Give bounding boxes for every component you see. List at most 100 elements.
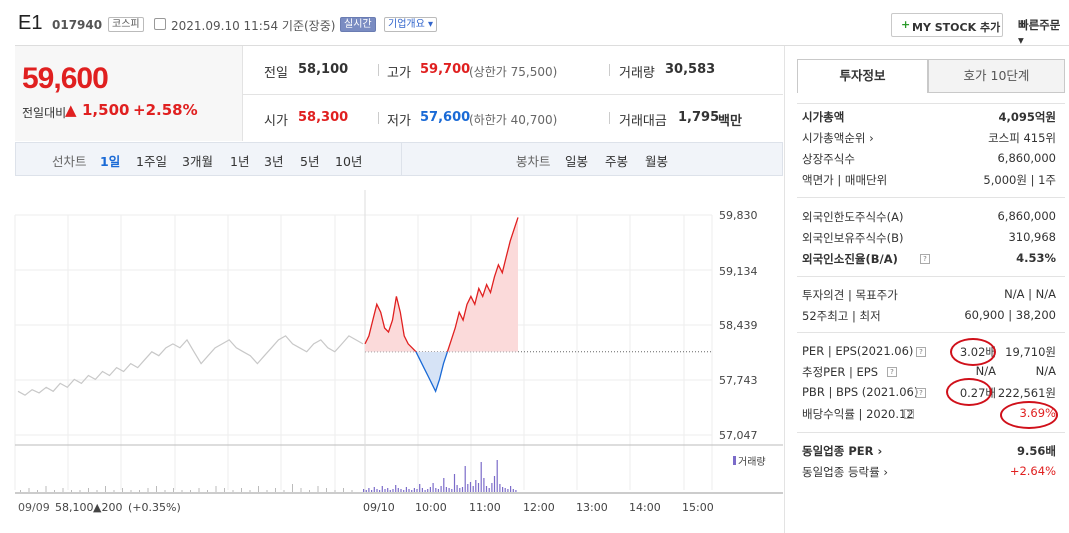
volume-bar: [416, 489, 418, 492]
volume-bar: [28, 488, 30, 492]
info-label: 시가총액: [802, 110, 845, 124]
volume-bar: [443, 478, 445, 492]
low-label: 저가: [387, 114, 411, 129]
quote-divider: [243, 94, 783, 95]
volume-bar: [365, 490, 367, 492]
volume-bar: [403, 490, 405, 492]
divider: [609, 64, 610, 76]
tab-1d[interactable]: 1일: [100, 154, 121, 169]
chart-grid: [14, 190, 783, 494]
info-value-secondary: N/A: [1035, 364, 1056, 378]
today-series-up: [364, 217, 519, 352]
volume-bar: [432, 483, 434, 492]
volume-bar: [373, 487, 375, 492]
volume-bar: [427, 489, 429, 492]
prev-day-series: [17, 335, 364, 396]
x-tick: 11:00: [469, 501, 501, 514]
volume-bar: [461, 487, 464, 492]
up-area: [365, 217, 518, 352]
tab-monthly[interactable]: 월봉: [645, 154, 669, 169]
realtime-badge[interactable]: 실시간: [340, 17, 376, 32]
y-tick: 59,134: [719, 265, 758, 278]
tab-10y[interactable]: 10년: [335, 154, 363, 169]
volume-bar: [198, 488, 200, 492]
volume-bar: [496, 460, 498, 492]
info-row: 시가총액 4,095억원: [802, 109, 1056, 125]
info-label: 외국인소진율(B/A): [802, 252, 898, 266]
help-icon[interactable]: ?: [916, 388, 926, 398]
volume-bar: [451, 489, 453, 492]
calendar-icon: [154, 18, 166, 30]
up-arrow-icon: ▲: [65, 101, 77, 119]
volume-bar: [317, 486, 319, 492]
market-badge: 코스피: [108, 17, 144, 32]
volume-bar: [387, 488, 389, 492]
volume-bar: [483, 478, 485, 492]
volume-bar: [45, 486, 47, 492]
info-label: 상장주식수: [802, 152, 855, 166]
info-value: 310,968: [1008, 230, 1056, 244]
volume-bar: [472, 486, 474, 492]
header-divider: [15, 45, 1069, 46]
plus-icon: +: [901, 18, 911, 31]
info-value: 60,900 | 38,200: [964, 308, 1056, 322]
price-change: 1,500: [82, 101, 130, 119]
y-tick: 59,830: [719, 209, 758, 222]
quick-order-button[interactable]: 빠른주문 ▾: [1018, 18, 1061, 47]
tab-3y[interactable]: 3년: [264, 154, 284, 169]
panel-divider: [784, 46, 785, 533]
volume-bar: [79, 490, 81, 492]
volume-bar: [491, 483, 493, 492]
info-value: 4.53%: [1016, 251, 1056, 265]
amount-value: 1,795: [678, 110, 720, 125]
tab-orderbook[interactable]: 호가 10단계: [928, 59, 1065, 93]
tab-3m[interactable]: 3개월: [182, 154, 213, 169]
tab-5y[interactable]: 5년: [300, 154, 320, 169]
amount-unit: 백만: [718, 114, 742, 129]
company-overview-button[interactable]: 기업개요 ▾: [384, 17, 437, 32]
tab-1w[interactable]: 1주일: [136, 154, 167, 169]
tab-investment-info[interactable]: 투자정보: [797, 59, 928, 93]
info-label: 배당수익률 | 2020.12: [802, 407, 914, 421]
volume-bar: [343, 488, 344, 492]
volume-bar: [437, 489, 439, 492]
volume-bar: [475, 480, 477, 492]
prev-day-close: 58,100: [55, 501, 94, 514]
mystock-add-button[interactable]: + MY STOCK 추가: [891, 13, 1003, 37]
tab-daily[interactable]: 일봉: [565, 154, 589, 169]
help-icon[interactable]: ?: [916, 347, 926, 357]
volume-bar: [232, 490, 234, 492]
volume-bar: [351, 490, 353, 492]
volume-bar: [105, 486, 106, 492]
volume-bar: [456, 485, 458, 492]
volume-bar: [207, 490, 208, 492]
x-tick: 12:00: [523, 501, 555, 514]
info-row: 동일업종 등락률 › +2.64%: [802, 464, 1056, 480]
volume-bar: [502, 487, 504, 492]
info-label: 동일업종 PER ›: [802, 444, 883, 458]
volume-bar: [181, 490, 183, 492]
info-label: 외국인한도주식수(A): [802, 210, 904, 224]
help-icon[interactable]: ?: [904, 409, 914, 419]
annotation-circle: [946, 378, 992, 406]
volume-bar: [435, 488, 437, 492]
today-series-down: [415, 351, 449, 394]
volume-bar: [464, 466, 466, 492]
info-row: 외국인보유주식수(B) 310,968: [802, 230, 1056, 246]
stock-name: E1: [18, 12, 43, 34]
volume-bar: [408, 489, 410, 492]
volume-bar: [130, 490, 132, 492]
tab-1y[interactable]: 1년: [230, 154, 250, 169]
divider: [609, 112, 610, 124]
volume-bar: [376, 489, 378, 492]
chart-period-tabs: 선차트 1일 1주일 3개월 1년 3년 5년 10년 봉차트 일봉 주봉 월봉: [15, 142, 783, 176]
info-row: 외국인소진율(B/A) 4.53%: [802, 251, 1056, 267]
help-icon[interactable]: ?: [920, 254, 930, 264]
info-row: 동일업종 PER › 9.56배: [802, 443, 1056, 459]
low-value: 57,600: [420, 110, 471, 125]
volume-bar: [384, 489, 386, 492]
volume-bar: [477, 483, 480, 492]
tab-weekly[interactable]: 주봉: [605, 154, 629, 169]
help-icon[interactable]: ?: [887, 367, 897, 377]
volume-bar: [395, 485, 397, 492]
